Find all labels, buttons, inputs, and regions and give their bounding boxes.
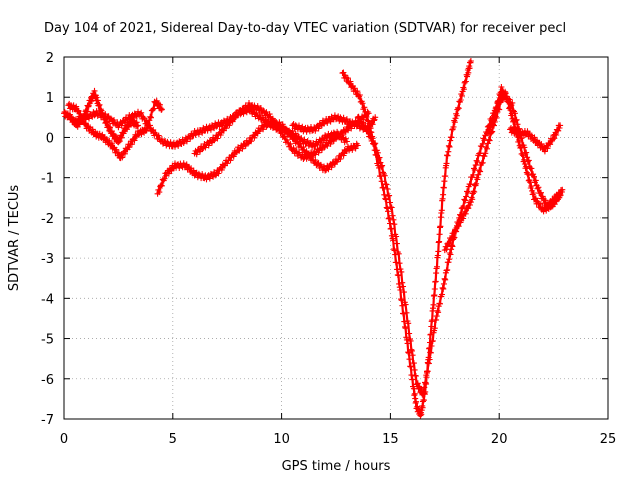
trace-markers bbox=[485, 84, 566, 215]
y-tick-label: -4 bbox=[41, 292, 54, 307]
x-tick-label: 25 bbox=[600, 432, 617, 447]
chart-title: Day 104 of 2021, Sidereal Day-to-day VTE… bbox=[44, 21, 566, 36]
y-tick-label: 2 bbox=[46, 51, 54, 66]
y-axis-label: SDTVAR / TECUs bbox=[7, 185, 22, 292]
y-tick-label: 0 bbox=[46, 131, 54, 146]
y-tick-label: 1 bbox=[46, 91, 54, 106]
data-traces bbox=[61, 58, 566, 419]
trace-markers bbox=[507, 122, 564, 155]
x-tick-label: 5 bbox=[169, 432, 177, 447]
trace-markers bbox=[339, 58, 474, 419]
x-tick-labels: 0 5 10 15 20 25 bbox=[60, 432, 616, 447]
x-axis-label: GPS time / hours bbox=[282, 459, 391, 474]
gridlines bbox=[63, 56, 609, 420]
y-tick-label: -5 bbox=[41, 333, 54, 348]
y-tick-label: -3 bbox=[41, 252, 54, 267]
x-tick-label: 0 bbox=[60, 432, 68, 447]
y-tick-label: -1 bbox=[41, 172, 54, 187]
plot-frame bbox=[63, 56, 609, 420]
x-tick-label: 20 bbox=[491, 432, 508, 447]
series-trace-10 bbox=[485, 84, 566, 215]
x-tick-label: 15 bbox=[382, 432, 399, 447]
trace-markers bbox=[65, 97, 165, 162]
y-tick-label: -2 bbox=[41, 212, 54, 227]
x-tick-label: 10 bbox=[273, 432, 290, 447]
y-tick-label: -7 bbox=[41, 413, 54, 428]
y-tick-label: -6 bbox=[41, 373, 54, 388]
series-trace-4 bbox=[154, 116, 361, 197]
series-trace-11 bbox=[507, 122, 564, 155]
y-tick-labels: 2 1 0 -1 -2 -3 -4 -5 -6 -7 bbox=[41, 51, 54, 428]
